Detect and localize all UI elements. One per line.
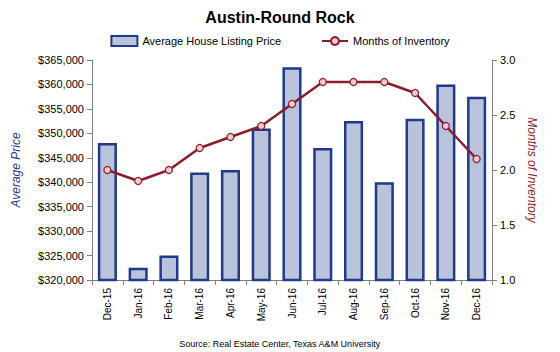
svg-text:Mar-16: Mar-16 — [194, 288, 205, 320]
svg-text:Months of Inventory: Months of Inventory — [353, 35, 450, 47]
svg-text:2.0: 2.0 — [500, 164, 515, 176]
svg-text:$340,000: $340,000 — [38, 176, 84, 188]
svg-text:Average House Listing Price: Average House Listing Price — [142, 35, 281, 47]
svg-text:Dec-15: Dec-15 — [102, 288, 113, 321]
svg-text:Average Price: Average Price — [9, 132, 23, 208]
svg-text:Jun-16: Jun-16 — [287, 288, 298, 319]
svg-text:Sep-16: Sep-16 — [379, 288, 390, 321]
svg-text:Jan-16: Jan-16 — [133, 288, 144, 319]
svg-text:$355,000: $355,000 — [38, 103, 84, 115]
svg-text:Feb-16: Feb-16 — [163, 288, 174, 320]
svg-text:Aug-16: Aug-16 — [348, 288, 359, 321]
svg-text:Jul-16: Jul-16 — [317, 288, 328, 316]
svg-text:$365,000: $365,000 — [38, 54, 84, 66]
svg-text:3.0: 3.0 — [500, 54, 515, 66]
svg-text:$350,000: $350,000 — [38, 127, 84, 139]
svg-text:May-16: May-16 — [256, 288, 267, 322]
svg-text:Dec-16: Dec-16 — [471, 288, 482, 321]
svg-text:Apr-16: Apr-16 — [225, 288, 236, 318]
svg-text:$325,000: $325,000 — [38, 250, 84, 262]
svg-text:$335,000: $335,000 — [38, 201, 84, 213]
svg-text:$320,000: $320,000 — [38, 274, 84, 286]
svg-text:1.5: 1.5 — [500, 219, 515, 231]
svg-text:$360,000: $360,000 — [38, 78, 84, 90]
svg-text:$330,000: $330,000 — [38, 225, 84, 237]
svg-text:$345,000: $345,000 — [38, 152, 84, 164]
svg-text:Austin-Round Rock: Austin-Round Rock — [205, 9, 354, 26]
svg-text:Months of Inventory: Months of Inventory — [525, 117, 539, 223]
svg-text:1.0: 1.0 — [500, 274, 515, 286]
svg-text:Oct-16: Oct-16 — [410, 288, 421, 318]
svg-text:Source: Real Estate Center, Te: Source: Real Estate Center, Texas A&M Un… — [179, 339, 380, 349]
svg-text:Nov-16: Nov-16 — [440, 288, 451, 321]
svg-text:2.5: 2.5 — [500, 109, 515, 121]
